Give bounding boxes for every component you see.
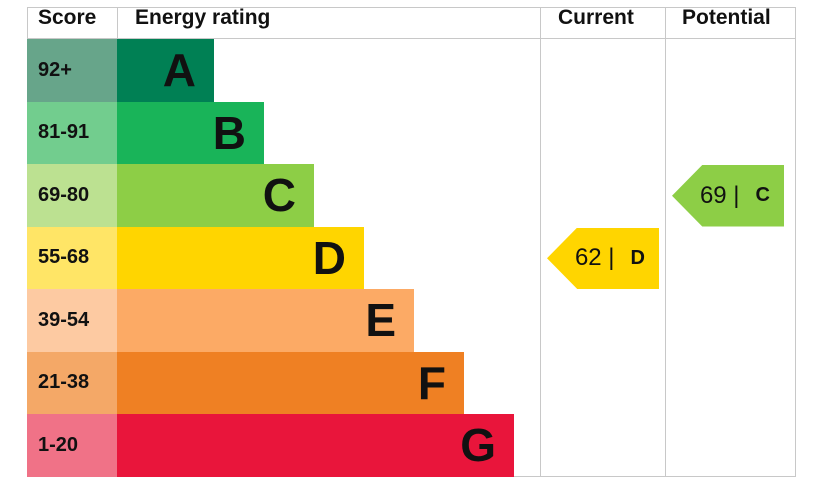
score-range-d: 55-68 [27, 226, 117, 289]
potential-band: C [755, 184, 770, 207]
rating-bar-f: F [117, 351, 464, 414]
rating-bar-e: E [117, 289, 414, 352]
border-top [27, 7, 796, 8]
score-range-g: 1-20 [27, 414, 117, 477]
score-range-f: 21-38 [27, 351, 117, 414]
header-potential: Potential [682, 6, 771, 29]
score-range-e: 39-54 [27, 289, 117, 352]
current-band: D [630, 246, 645, 269]
header-divider [27, 38, 796, 39]
rating-bar-a: A [117, 39, 214, 102]
potential-rating-arrow: 69 | C [672, 165, 784, 227]
header-current: Current [558, 6, 634, 29]
header-score: Score [38, 6, 97, 29]
score-range-c: 69-80 [27, 164, 117, 227]
rating-bar-b: B [117, 101, 264, 164]
divider-score [117, 7, 118, 38]
border-right [795, 7, 796, 477]
rating-bar-d: D [117, 226, 364, 289]
score-range-a: 92+ [27, 39, 117, 102]
divider-current [540, 7, 541, 477]
current-value: 62 | [574, 244, 615, 272]
score-range-b: 81-91 [27, 101, 117, 164]
rating-bar-c: C [117, 164, 314, 227]
rating-bar-g: G [117, 414, 514, 477]
header-energy-rating: Energy rating [135, 6, 271, 29]
potential-value: 69 | [699, 181, 740, 209]
border-bottom [27, 476, 796, 477]
divider-potential [665, 7, 666, 477]
current-rating-arrow: 62 | D [547, 227, 659, 289]
